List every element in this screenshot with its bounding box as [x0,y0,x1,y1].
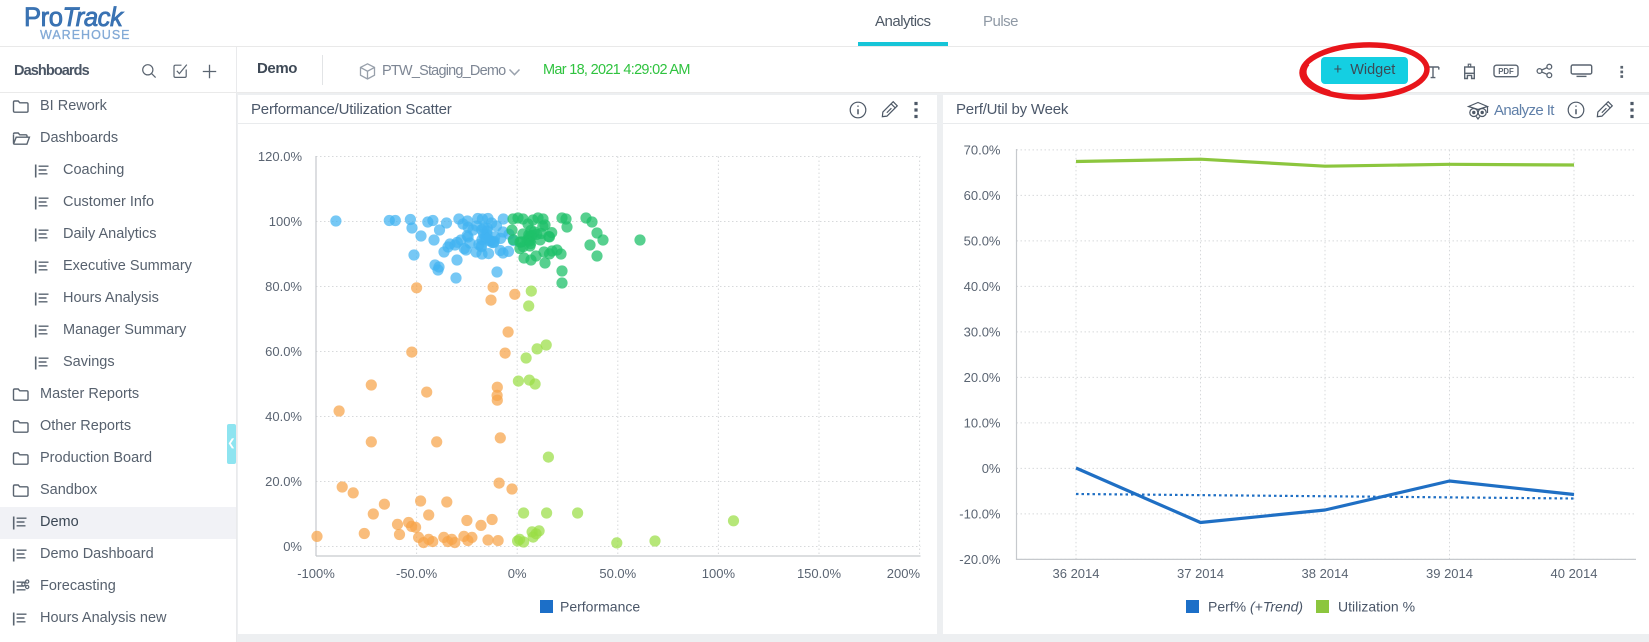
svg-text:37 2014: 37 2014 [1177,566,1224,581]
svg-text:-50.0%: -50.0% [396,566,438,581]
svg-text:Performance: Performance [560,599,640,615]
svg-text:200%: 200% [887,566,921,581]
svg-text:0%: 0% [508,566,527,581]
svg-text:30.0%: 30.0% [964,324,1001,339]
svg-text:50.0%: 50.0% [599,566,636,581]
svg-text:40.0%: 40.0% [265,409,302,424]
svg-text:120.0%: 120.0% [258,149,303,164]
svg-text:70.0%: 70.0% [964,142,1001,157]
svg-text:150.0%: 150.0% [797,566,842,581]
svg-text:40.0%: 40.0% [964,279,1001,294]
svg-text:Perf% (+Trend): Perf% (+Trend) [1208,599,1303,615]
svg-text:39 2014: 39 2014 [1426,566,1473,581]
svg-text:PDF: PDF [1498,67,1514,76]
svg-text:60.0%: 60.0% [964,188,1001,203]
svg-text:100%: 100% [269,214,303,229]
svg-text:36 2014: 36 2014 [1053,566,1100,581]
svg-text:10.0%: 10.0% [964,415,1001,430]
svg-text:Analyze It: Analyze It [1494,102,1555,119]
svg-text:40 2014: 40 2014 [1551,566,1598,581]
svg-text:-100%: -100% [297,566,335,581]
svg-text:-20.0%: -20.0% [959,552,1001,567]
svg-text:50.0%: 50.0% [964,233,1001,248]
svg-text:100%: 100% [702,566,736,581]
svg-text:38 2014: 38 2014 [1302,566,1349,581]
svg-text:0%: 0% [283,539,302,554]
svg-text:-10.0%: -10.0% [959,506,1001,521]
svg-text:80.0%: 80.0% [265,279,302,294]
svg-text:Utilization %: Utilization % [1338,599,1415,615]
svg-text:20.0%: 20.0% [964,370,1001,385]
svg-text:0%: 0% [982,461,1001,476]
svg-text:20.0%: 20.0% [265,474,302,489]
svg-text:60.0%: 60.0% [265,344,302,359]
